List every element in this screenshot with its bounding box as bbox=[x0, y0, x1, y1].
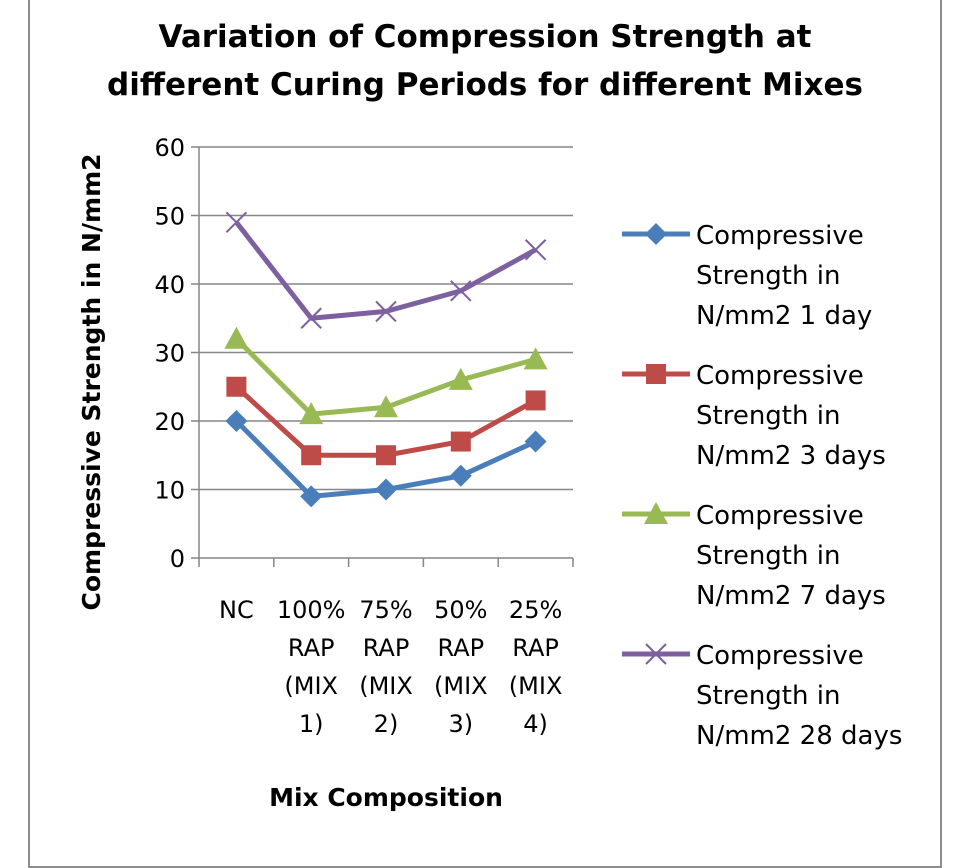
legend-label-line: Strength in bbox=[696, 401, 840, 431]
legend-label-line: Strength in bbox=[696, 681, 840, 711]
legend-label-line: Strength in bbox=[696, 541, 840, 571]
legend-swatch-marker bbox=[646, 364, 666, 384]
legend-label: Compressive Strength in N/mm2 7 days bbox=[696, 501, 886, 611]
legend-label-line: Compressive bbox=[696, 361, 864, 391]
data-point bbox=[300, 307, 322, 329]
chart-title-line: different Curing Periods for different M… bbox=[107, 67, 863, 103]
y-axis-title: Compressive Strength in N/mm2 bbox=[77, 153, 106, 610]
series-line bbox=[234, 220, 537, 321]
legend-label-line: Compressive bbox=[696, 221, 864, 251]
x-tick-label-line: NC bbox=[219, 596, 254, 624]
data-point bbox=[450, 431, 471, 452]
chart-title-line: Variation of Compression Strength at bbox=[159, 19, 812, 55]
chart-frame bbox=[28, 0, 942, 868]
series-4 bbox=[225, 211, 547, 329]
x-tick-label-line: 100% bbox=[277, 596, 346, 624]
series-3 bbox=[224, 326, 548, 425]
legend-entry-1: Compressive Strength in N/mm2 1 day bbox=[622, 221, 872, 331]
x-tick-label-line: RAP bbox=[512, 634, 559, 662]
data-point bbox=[374, 395, 398, 418]
x-tick-label-line: 4) bbox=[523, 710, 548, 738]
x-tick-label-line: RAP bbox=[363, 634, 410, 662]
legend: Compressive Strength in N/mm2 1 dayCompres… bbox=[622, 221, 902, 751]
x-axis-title: Mix Composition bbox=[269, 783, 503, 812]
x-tick-label-line: (MIX bbox=[284, 672, 338, 700]
x-tick-label-line: 75% bbox=[359, 596, 412, 624]
data-point bbox=[224, 326, 249, 349]
chart-title: Variation of Compression Strength at diff… bbox=[107, 19, 863, 103]
data-point bbox=[524, 239, 547, 261]
legend-entry-2: Compressive Strength in N/mm2 3 days bbox=[622, 361, 886, 471]
data-point bbox=[523, 347, 548, 370]
legend-swatch-marker bbox=[644, 502, 668, 524]
legend-label-line: N/mm2 3 days bbox=[696, 441, 886, 471]
legend-label-line: Compressive bbox=[696, 641, 864, 671]
x-tick-label-line: 50% bbox=[434, 596, 487, 624]
y-tick-labels: 0 10 20 30 40 50 60 bbox=[154, 134, 185, 573]
marker-stroke bbox=[645, 643, 667, 665]
y-tick-label: 50 bbox=[154, 203, 185, 231]
marker-stroke bbox=[300, 307, 322, 329]
data-point bbox=[375, 300, 397, 323]
y-tick-label: 60 bbox=[154, 134, 185, 162]
x-tick-label: 100% RAP (MIX 1) bbox=[277, 596, 346, 738]
legend-label: Compressive Strength in N/mm2 3 days bbox=[696, 361, 886, 471]
data-point bbox=[525, 390, 546, 411]
axes bbox=[191, 146, 574, 567]
x-tick-label-line: 1) bbox=[299, 710, 324, 738]
legend-swatch-marker bbox=[645, 643, 667, 665]
y-tick-label: 10 bbox=[154, 477, 185, 505]
legend-label-line: N/mm2 28 days bbox=[696, 721, 902, 751]
series-1 bbox=[225, 410, 547, 508]
data-point bbox=[375, 478, 397, 501]
data-point bbox=[301, 445, 322, 466]
data-point bbox=[524, 430, 547, 453]
data-point bbox=[225, 211, 248, 234]
x-tick-label-line: (MIX bbox=[434, 672, 488, 700]
x-tick-label-line: RAP bbox=[288, 634, 335, 662]
x-tick-label-line: (MIX bbox=[509, 672, 563, 700]
legend-label: Compressive Strength in N/mm2 28 days bbox=[696, 641, 902, 751]
legend-swatch-marker bbox=[645, 223, 667, 245]
y-tick-label: 40 bbox=[154, 271, 185, 299]
x-tick-label-line: 2) bbox=[374, 710, 399, 738]
legend-label-line: N/mm2 7 days bbox=[696, 581, 886, 611]
y-tick-label: 20 bbox=[154, 408, 185, 436]
x-tick-label-line: 25% bbox=[509, 596, 562, 624]
data-point bbox=[448, 367, 473, 390]
series-lines bbox=[224, 211, 548, 508]
data-point bbox=[376, 445, 396, 466]
x-tick-label-line: RAP bbox=[438, 634, 485, 662]
x-tick-label: 25% RAP (MIX 4) bbox=[509, 596, 563, 738]
legend-entry-4: Compressive Strength in N/mm2 28 days bbox=[622, 641, 902, 751]
marker-stroke bbox=[375, 300, 397, 323]
y-tick-label: 0 bbox=[170, 545, 185, 573]
data-point bbox=[450, 280, 472, 302]
x-tick-label: NC bbox=[219, 596, 254, 624]
legend-label-line: Compressive bbox=[696, 501, 864, 531]
data-point bbox=[225, 410, 248, 432]
legend-label: Compressive Strength in N/mm2 1 day bbox=[696, 221, 872, 331]
marker-stroke bbox=[225, 211, 248, 234]
x-tick-label: 75% RAP (MIX 2) bbox=[359, 596, 413, 738]
data-point bbox=[299, 402, 324, 425]
data-point bbox=[449, 464, 472, 487]
marker-stroke bbox=[450, 280, 472, 302]
legend-label-line: N/mm2 1 day bbox=[696, 301, 872, 331]
marker-stroke bbox=[524, 239, 547, 261]
legend-label-line: Strength in bbox=[696, 261, 840, 291]
x-tick-label-line: 3) bbox=[448, 710, 473, 738]
x-tick-label: 50% RAP (MIX 3) bbox=[434, 596, 488, 738]
y-tick-label: 30 bbox=[154, 340, 185, 368]
x-tick-label-line: (MIX bbox=[359, 672, 413, 700]
data-point bbox=[226, 376, 247, 397]
legend-entry-3: Compressive Strength in N/mm2 7 days bbox=[622, 501, 886, 611]
x-tick-labels: NC 100% RAP (MIX 1) 75% RAP (MIX 2) 50% RAP (MIX 3) 2… bbox=[219, 596, 562, 738]
data-point bbox=[300, 485, 323, 508]
series-2 bbox=[226, 376, 546, 466]
